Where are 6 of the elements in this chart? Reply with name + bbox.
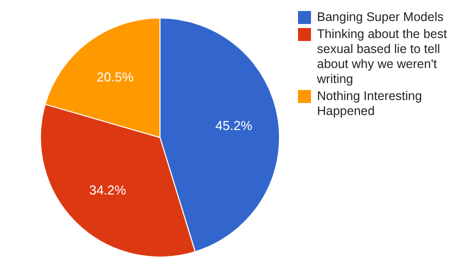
legend-label: Banging Super Models	[317, 10, 444, 25]
legend-label: Thinking about the best sexual based lie to tell about why we weren't writing	[317, 27, 448, 87]
data-label: 34.2%	[89, 182, 127, 198]
data-label: 45.2%	[215, 118, 253, 133]
data-label: 20.5%	[96, 69, 134, 84]
legend-label: Nothing Interesting Happened	[317, 89, 423, 119]
